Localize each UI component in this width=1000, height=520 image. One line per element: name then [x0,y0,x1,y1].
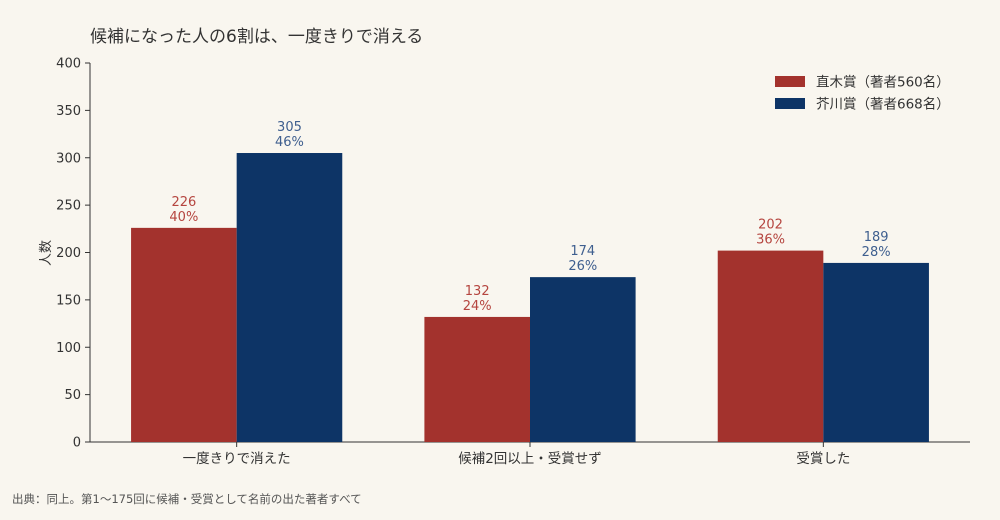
y-tick-label: 300 [56,151,81,166]
x-axis: 一度きりで消えた 候補2回以上・受賞せず 受賞した [90,441,970,467]
data-label-percent: 24% [463,299,492,314]
legend-label: 芥川賞（著者668名） [816,97,950,113]
legend-label: 直木賞（著者560名） [816,75,950,91]
bar [717,250,824,442]
y-tick-label: 150 [56,293,81,308]
data-label-percent: 46% [275,135,304,150]
bar [131,227,237,442]
data-label-value: 189 [864,230,889,245]
y-tick-label: 100 [56,341,81,356]
y-tick-label: 350 [56,104,81,119]
chart-title: 候補になった人の6割は、一度きりで消える [90,27,423,47]
legend-swatch [775,98,805,109]
y-tick-label: 250 [56,199,81,214]
data-label-value: 202 [758,218,783,233]
x-tick-label: 受賞した [796,451,850,467]
bar [424,316,530,442]
data-label-value: 226 [171,195,196,210]
data-label-percent: 36% [756,233,785,248]
data-label-value: 305 [277,120,302,135]
bars [131,153,929,442]
data-label-percent: 26% [568,259,597,274]
legend: 直木賞（著者560名） 芥川賞（著者668名） [775,75,950,113]
bar [530,277,636,442]
y-tick-label: 200 [56,246,81,261]
bar [236,153,343,442]
data-label-value: 132 [465,284,490,299]
y-tick-label: 50 [64,388,81,403]
y-tick-label: 400 [56,57,81,72]
data-label-value: 174 [570,244,595,259]
y-axis: 0 50 100 150 200 250 300 350 400 [56,57,91,451]
y-axis-label: 人数 [39,240,54,266]
y-tick-label: 0 [73,436,81,451]
source-note: 出典：同上。第1〜175回に候補・受賞として名前の出た著者すべて [12,492,362,506]
data-label-percent: 28% [862,245,891,260]
x-tick-label: 一度きりで消えた [183,451,291,467]
bar [823,262,929,442]
data-label-percent: 40% [169,210,198,225]
x-tick-label: 候補2回以上・受賞せず [458,451,602,467]
legend-swatch [775,76,805,87]
